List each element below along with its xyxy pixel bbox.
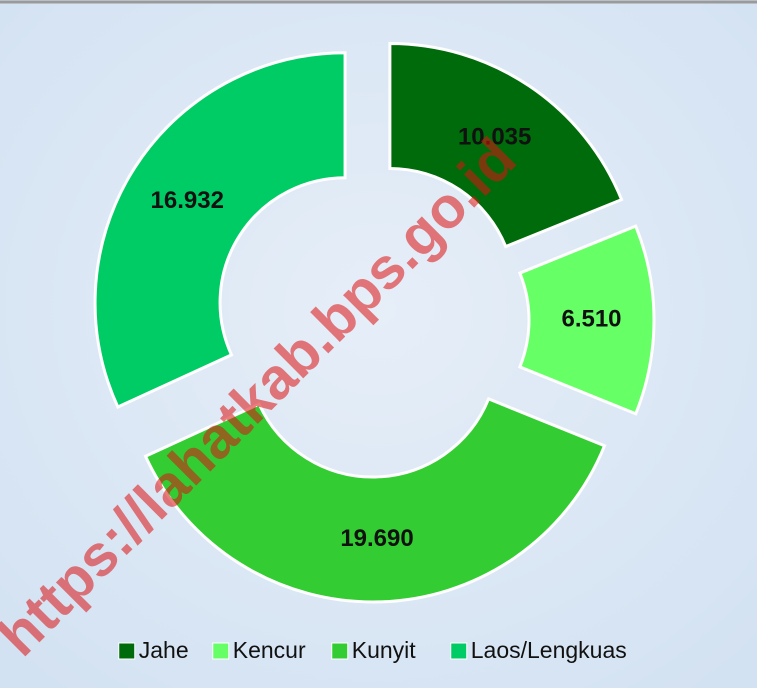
data-label: 6.510: [561, 305, 621, 332]
donut-slice: [517, 224, 656, 416]
legend-swatch: [450, 642, 468, 660]
donut-slice: [93, 51, 347, 409]
legend-swatch: [212, 642, 230, 660]
legend-label: Kencur: [233, 637, 306, 663]
legend-label: Jahe: [139, 637, 189, 663]
legend-label: Kunyit: [352, 637, 417, 663]
data-label: 19.690: [340, 525, 413, 552]
legend-label: Laos/Lengkuas: [471, 637, 627, 663]
legend-swatch: [331, 642, 349, 660]
data-label: 16.932: [151, 187, 224, 214]
legend-swatch: [118, 642, 136, 660]
data-label: 10.035: [458, 123, 531, 150]
donut-slice: [388, 41, 624, 249]
donut-slice: [143, 396, 607, 604]
